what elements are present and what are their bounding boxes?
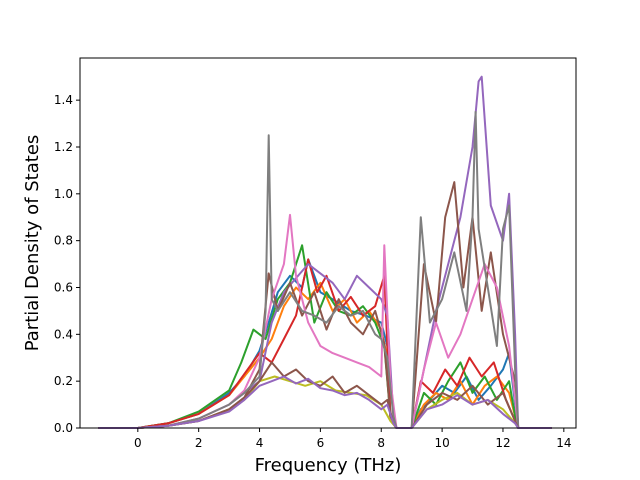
series-line-3 <box>98 258 552 429</box>
x-tick-label: 8 <box>377 436 385 450</box>
x-tick-label: 2 <box>195 436 203 450</box>
x-tick-label: 10 <box>434 436 449 450</box>
y-tick-label: 0.0 <box>54 421 73 435</box>
series-line-6 <box>98 213 552 429</box>
x-axis-ticks: 0 2 4 6 8 10 12 14 <box>134 428 571 450</box>
y-tick-label: 0.6 <box>54 280 73 294</box>
y-tick-label: 0.4 <box>54 327 73 341</box>
series-line-9 <box>98 361 552 429</box>
x-tick-label: 12 <box>495 436 510 450</box>
series-line-4 <box>98 75 552 429</box>
series-line-5 <box>98 181 552 429</box>
series-line-7 <box>98 110 552 429</box>
series-line-10 <box>98 375 552 429</box>
y-axis-ticks: 0.0 0.2 0.4 0.6 0.8 1.0 1.2 1.4 <box>54 93 80 435</box>
y-tick-label: 0.2 <box>54 374 73 388</box>
x-tick-label: 6 <box>317 436 325 450</box>
series-line-2 <box>98 244 552 429</box>
x-tick-label: 14 <box>556 436 571 450</box>
y-tick-label: 1.4 <box>54 93 73 107</box>
plot-frame <box>79 57 577 429</box>
series-line-0 <box>98 258 552 429</box>
y-tick-label: 0.8 <box>54 234 73 248</box>
x-tick-label: 4 <box>256 436 264 450</box>
y-tick-label: 1.0 <box>54 187 73 201</box>
y-axis-label: Partial Density of States <box>22 135 43 352</box>
x-tick-label: 0 <box>134 436 142 450</box>
series-line-1 <box>98 281 552 429</box>
series-line-8 <box>98 375 552 429</box>
plot-lines <box>98 75 552 429</box>
x-axis-label: Frequency (THz) <box>255 455 402 476</box>
y-tick-label: 1.2 <box>54 140 73 154</box>
